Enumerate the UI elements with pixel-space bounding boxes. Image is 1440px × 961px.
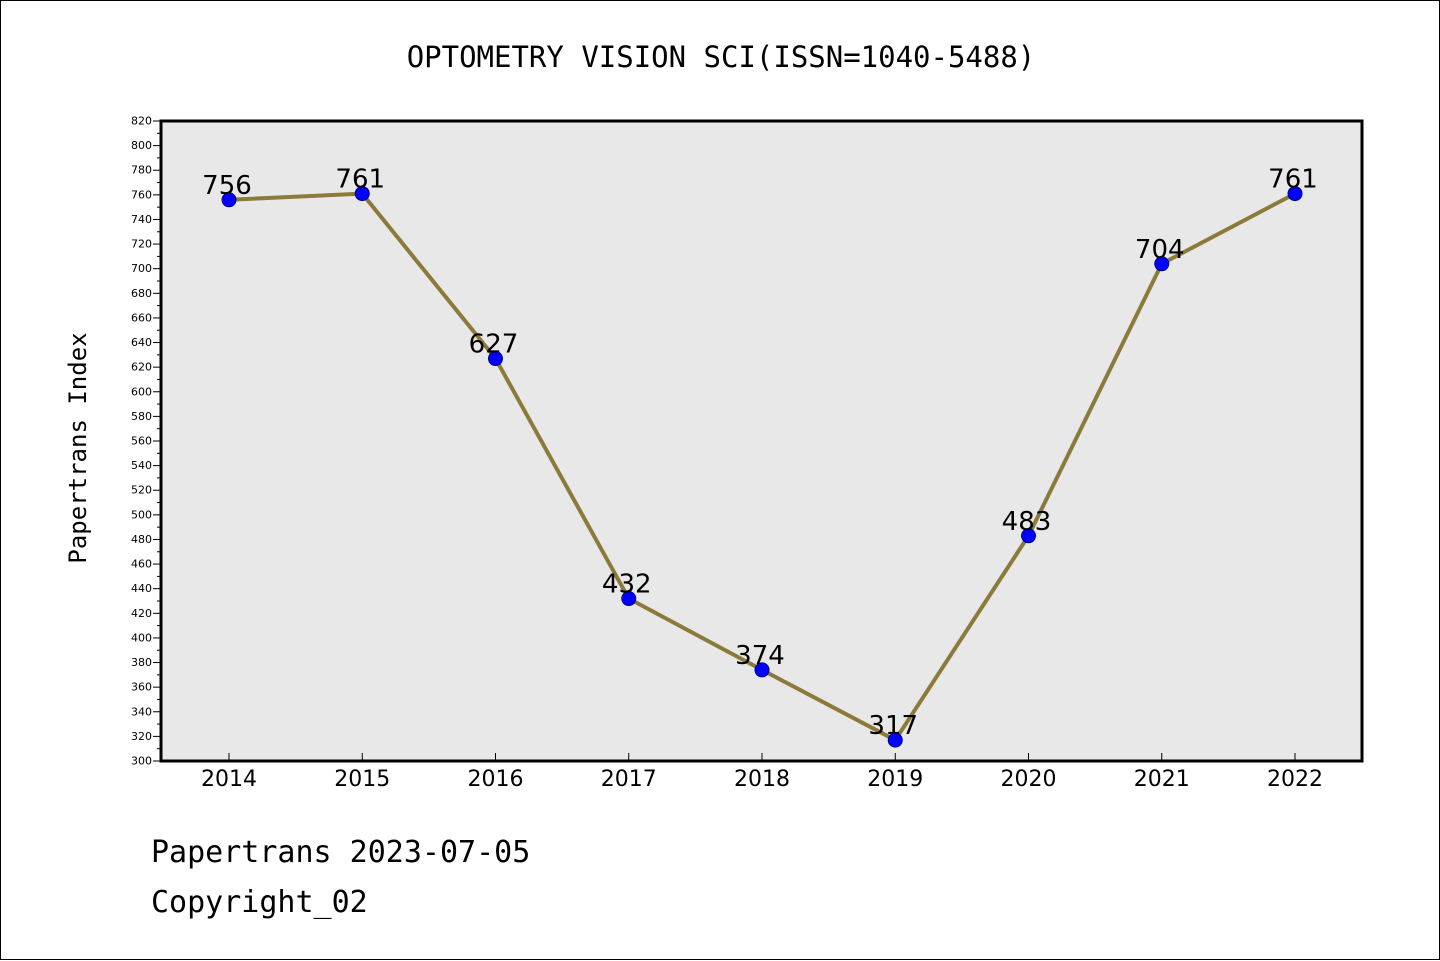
x-tick-label: 2020 bbox=[1001, 767, 1057, 792]
y-tick-label: 640 bbox=[131, 336, 152, 349]
data-point bbox=[1021, 528, 1036, 544]
data-point bbox=[1287, 186, 1303, 202]
y-tick-label: 560 bbox=[131, 435, 152, 448]
y-axis-label: Papertrans Index bbox=[64, 332, 92, 563]
y-tick-label: 600 bbox=[131, 385, 152, 398]
data-label-layer: 756 761 627 432 374 317 483 704 761 bbox=[202, 165, 1318, 741]
y-tick-label: 820 bbox=[131, 115, 152, 128]
y-tick-label: 400 bbox=[131, 631, 152, 644]
data-label: 627 bbox=[469, 330, 519, 360]
data-label: 432 bbox=[602, 570, 652, 600]
y-tick-label: 520 bbox=[131, 484, 152, 497]
x-tick-label: 2019 bbox=[867, 767, 923, 792]
footer-date-line: Papertrans 2023-07-05 bbox=[151, 835, 531, 870]
y-tick-label: 420 bbox=[131, 607, 152, 620]
x-tick-label: 2014 bbox=[201, 767, 257, 792]
y-tick-label: 620 bbox=[131, 361, 152, 374]
y-tick-label: 800 bbox=[131, 139, 152, 152]
data-point bbox=[754, 662, 770, 678]
data-label: 756 bbox=[202, 171, 252, 201]
y-tick-label: 300 bbox=[131, 755, 152, 768]
y-tick-label: 780 bbox=[131, 164, 152, 177]
data-label: 761 bbox=[335, 165, 385, 195]
x-axis-ticks: 2014 2015 2016 2017 2018 2019 2020 2021 2022 bbox=[201, 753, 1323, 792]
y-tick-label: 540 bbox=[131, 459, 152, 472]
y-tick-label: 700 bbox=[131, 262, 152, 275]
y-tick-label: 660 bbox=[131, 311, 152, 324]
y-tick-label: 320 bbox=[131, 730, 152, 743]
x-tick-label: 2017 bbox=[601, 767, 657, 792]
data-label: 483 bbox=[1002, 507, 1052, 537]
plot-area bbox=[159, 119, 1364, 763]
y-tick-label: 740 bbox=[131, 213, 152, 226]
x-tick-label: 2022 bbox=[1267, 767, 1323, 792]
y-tick-label: 360 bbox=[131, 681, 152, 694]
data-point bbox=[621, 591, 637, 607]
x-tick-label: 2016 bbox=[468, 767, 524, 792]
series-layer bbox=[221, 186, 1303, 748]
data-point bbox=[488, 351, 503, 367]
data-label: 374 bbox=[735, 641, 785, 671]
y-tick-label: 720 bbox=[131, 238, 152, 251]
data-point bbox=[1154, 256, 1170, 272]
y-tick-label: 500 bbox=[131, 508, 152, 521]
y-tick-label: 760 bbox=[131, 188, 152, 201]
y-tick-label: 340 bbox=[131, 705, 152, 718]
data-label: 704 bbox=[1135, 235, 1185, 265]
y-tick-label: 680 bbox=[131, 287, 152, 300]
y-tick-label: 480 bbox=[131, 533, 152, 546]
y-tick-label: 580 bbox=[131, 410, 152, 423]
y-tick-label: 380 bbox=[131, 656, 152, 669]
y-tick-label: 460 bbox=[131, 558, 152, 571]
y-axis-ticks: 300 320 340 360 380 400 420 440 460 480 500 520 540 5… bbox=[131, 115, 161, 768]
x-tick-label: 2015 bbox=[334, 767, 390, 792]
footer-copyright-line: Copyright_02 bbox=[151, 885, 368, 920]
data-point bbox=[221, 192, 237, 208]
data-point bbox=[354, 186, 370, 202]
chart-title: OPTOMETRY VISION SCI(ISSN=1040-5488) bbox=[407, 40, 1036, 74]
data-label: 317 bbox=[868, 711, 918, 741]
data-point bbox=[887, 732, 903, 748]
x-tick-label: 2021 bbox=[1134, 767, 1190, 792]
data-label: 761 bbox=[1268, 165, 1318, 195]
y-tick-label: 440 bbox=[131, 582, 152, 595]
x-tick-label: 2018 bbox=[734, 767, 790, 792]
